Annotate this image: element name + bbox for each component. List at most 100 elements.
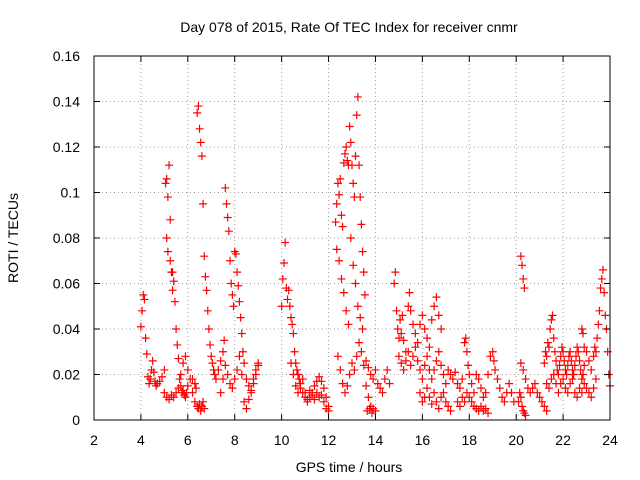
data-point bbox=[367, 409, 376, 418]
x-tick-label: 22 bbox=[555, 432, 571, 448]
data-point bbox=[216, 356, 225, 365]
data-point bbox=[233, 268, 242, 277]
data-point bbox=[401, 356, 410, 365]
data-point bbox=[425, 393, 434, 402]
x-tick-label: 10 bbox=[274, 432, 290, 448]
data-point bbox=[413, 356, 422, 365]
data-point bbox=[229, 302, 238, 311]
x-tick-labels: 2 4 6 8 10 12 14 16 18 20 22 24 bbox=[90, 432, 618, 448]
data-point bbox=[462, 347, 471, 356]
data-point bbox=[542, 379, 551, 388]
data-point bbox=[188, 388, 197, 397]
data-point bbox=[569, 370, 578, 379]
data-point bbox=[174, 354, 183, 363]
data-point bbox=[181, 352, 190, 361]
data-point bbox=[545, 343, 554, 352]
data-point bbox=[336, 365, 345, 374]
x-tick-label: 24 bbox=[602, 432, 618, 448]
data-point bbox=[516, 359, 525, 368]
data-point bbox=[287, 359, 296, 368]
data-point bbox=[518, 261, 527, 270]
data-point bbox=[396, 315, 405, 324]
data-point bbox=[348, 359, 356, 368]
data-point bbox=[406, 361, 415, 370]
data-point bbox=[548, 311, 557, 320]
data-point bbox=[172, 388, 181, 397]
data-point bbox=[228, 384, 237, 393]
data-point bbox=[404, 302, 413, 311]
data-point bbox=[342, 306, 351, 315]
data-point bbox=[343, 381, 352, 390]
data-point bbox=[204, 325, 213, 333]
data-point bbox=[563, 388, 572, 397]
data-point bbox=[541, 347, 550, 356]
data-point bbox=[221, 361, 230, 370]
data-points bbox=[136, 92, 614, 420]
data-point bbox=[556, 352, 565, 361]
data-point bbox=[479, 393, 488, 402]
data-point bbox=[576, 365, 585, 374]
data-point bbox=[322, 393, 331, 402]
axis-ticks bbox=[93, 55, 611, 421]
data-point bbox=[169, 393, 178, 402]
data-point bbox=[405, 288, 414, 297]
data-point bbox=[188, 375, 197, 384]
data-point bbox=[484, 409, 493, 418]
data-point bbox=[489, 356, 498, 365]
data-point bbox=[172, 325, 181, 333]
data-point bbox=[289, 329, 298, 338]
data-point bbox=[600, 288, 609, 297]
x-tick-label: 2 bbox=[90, 432, 98, 448]
data-point bbox=[439, 370, 448, 379]
data-point bbox=[149, 368, 158, 377]
data-point bbox=[358, 247, 367, 256]
data-point bbox=[207, 352, 216, 361]
data-point bbox=[423, 352, 432, 361]
data-point bbox=[488, 347, 497, 356]
data-point bbox=[390, 279, 399, 288]
data-point bbox=[219, 375, 227, 384]
data-point bbox=[358, 325, 367, 333]
data-point bbox=[451, 368, 460, 377]
data-point bbox=[197, 152, 206, 161]
data-point bbox=[290, 347, 299, 356]
x-tick-label: 14 bbox=[368, 432, 384, 448]
data-point bbox=[591, 347, 600, 356]
data-point bbox=[210, 370, 219, 379]
data-point bbox=[319, 397, 328, 406]
data-point bbox=[193, 108, 202, 117]
data-point bbox=[540, 359, 549, 368]
data-point bbox=[430, 365, 439, 374]
data-point bbox=[237, 370, 246, 379]
data-point bbox=[317, 390, 326, 399]
data-point bbox=[224, 227, 233, 236]
data-point bbox=[520, 284, 529, 293]
data-point bbox=[441, 379, 450, 388]
data-point bbox=[183, 365, 192, 374]
data-point bbox=[566, 379, 575, 388]
data-point bbox=[352, 111, 361, 120]
y-tick-label: 0.16 bbox=[53, 48, 80, 64]
x-tick-label: 18 bbox=[461, 432, 477, 448]
data-point bbox=[413, 338, 422, 347]
data-point bbox=[437, 393, 446, 402]
data-point bbox=[561, 384, 570, 393]
data-point bbox=[418, 311, 427, 320]
data-point bbox=[238, 347, 247, 356]
data-point bbox=[331, 218, 340, 227]
data-point bbox=[360, 290, 369, 299]
data-point bbox=[235, 352, 244, 361]
data-point bbox=[227, 279, 236, 288]
data-point bbox=[284, 286, 293, 295]
data-point bbox=[437, 361, 446, 370]
data-point bbox=[160, 365, 169, 374]
data-point bbox=[174, 384, 183, 393]
data-point bbox=[545, 384, 554, 393]
data-point bbox=[371, 365, 380, 374]
data-point bbox=[559, 347, 568, 356]
data-point bbox=[458, 393, 467, 402]
data-point bbox=[420, 361, 429, 370]
data-point bbox=[165, 161, 174, 170]
data-point bbox=[434, 404, 443, 413]
